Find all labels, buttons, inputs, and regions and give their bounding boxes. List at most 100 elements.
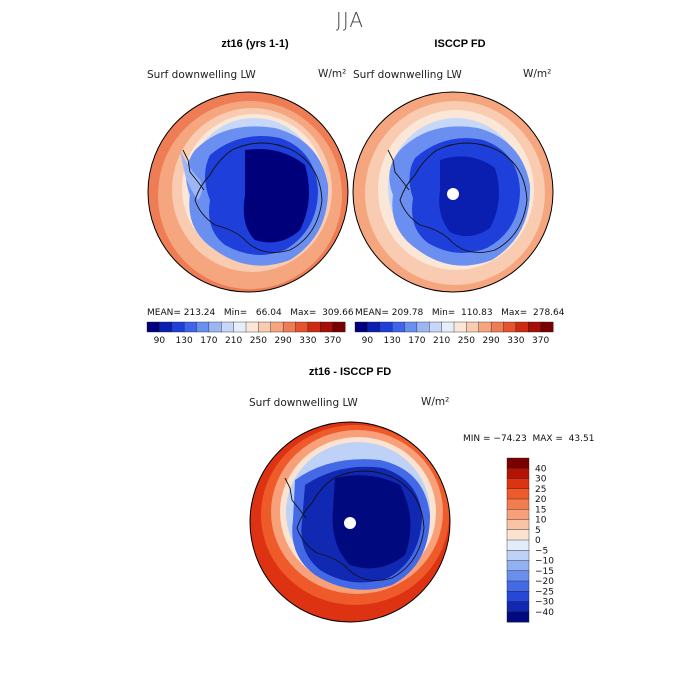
colorbar-diff-tick: −5 — [535, 546, 548, 556]
colorbar-obs-swatch — [429, 321, 443, 333]
colorbar-model-swatch — [146, 321, 160, 333]
colorbar-obs-swatch — [391, 321, 406, 333]
colorbar-obs-tick: 370 — [532, 336, 549, 346]
colorbar-diff-swatch — [506, 550, 530, 562]
colorbar-diff-tick: −15 — [535, 567, 554, 577]
colorbar-diff-tick: 30 — [535, 475, 547, 485]
colorbar-diff-tick: −10 — [535, 557, 554, 567]
colorbar-obs-tick: 130 — [384, 336, 401, 346]
map-diff — [249, 421, 451, 623]
colorbar-model-swatch — [270, 321, 284, 333]
variable-label-diff: Surf downwelling LW — [249, 397, 358, 409]
colorbar-model-swatch — [233, 321, 247, 333]
colorbar-diff-tick: 15 — [535, 505, 546, 515]
colorbar-diff-swatch — [506, 601, 530, 613]
colorbar-model-swatch — [307, 321, 321, 333]
colorbar-obs-swatch — [515, 321, 529, 333]
colorbar-diff-tick: −20 — [535, 577, 554, 587]
panel-title-obs: ISCCP FD — [434, 38, 486, 50]
variable-label-model: Surf downwelling LW — [147, 69, 256, 81]
stats-diff: MIN = −74.23 MAX = 43.51 — [463, 434, 595, 444]
colorbar-diff-tick: 0 — [535, 536, 541, 546]
colorbar-model-swatch — [245, 321, 259, 333]
colorbar-obs-swatch — [367, 321, 381, 333]
colorbar-model-swatch — [295, 321, 309, 333]
colorbar-model-swatch — [171, 321, 185, 333]
variable-label-obs: Surf downwelling LW — [353, 69, 462, 81]
colorbar-obs-swatch — [379, 321, 393, 333]
colorbar-diff-swatch — [506, 539, 530, 551]
colorbar-obs-tick: 330 — [507, 336, 524, 346]
colorbar-diff-swatch — [506, 560, 530, 572]
colorbar-diff-swatch — [506, 611, 530, 623]
map-obs — [352, 91, 554, 293]
colorbar-obs-tick: 290 — [483, 336, 500, 346]
colorbar-model-tick: 330 — [299, 336, 316, 346]
colorbar-diff-swatch — [506, 468, 530, 480]
colorbar-model-swatch — [320, 321, 334, 333]
units-label-obs: W/m² — [523, 68, 552, 80]
colorbar-model-swatch — [196, 321, 210, 333]
colorbar-diff-tick: −25 — [535, 587, 554, 597]
colorbar-model-swatch — [332, 321, 346, 333]
colorbar-diff-swatch — [506, 519, 530, 531]
colorbar-model-swatch — [258, 321, 272, 333]
colorbar-diff-swatch — [506, 580, 530, 592]
colorbar-obs-tick: 210 — [433, 336, 450, 346]
colorbar-obs-swatch — [441, 321, 455, 333]
colorbar-diff-tick: 5 — [535, 526, 541, 536]
colorbar-model-swatch — [282, 321, 297, 333]
colorbar-diff-swatch — [506, 591, 530, 603]
figure-title: JJA — [335, 8, 365, 32]
units-label-diff: W/m² — [421, 396, 450, 408]
colorbar-obs-swatch — [453, 321, 467, 333]
colorbar-obs-swatch — [354, 321, 368, 333]
colorbar-diff-tick: −30 — [535, 598, 554, 608]
colorbar-diff-tick: 10 — [535, 516, 547, 526]
colorbar-obs: 90 130 170 210 250 290 330 370 — [354, 321, 554, 346]
colorbar-obs-swatch — [490, 321, 505, 333]
colorbar-diff-swatch — [506, 457, 530, 469]
colorbar-diff-swatch — [506, 509, 530, 521]
colorbar-diff-swatch — [506, 488, 530, 500]
colorbar-obs-swatch — [466, 321, 480, 333]
pole-mask-diff — [344, 517, 356, 529]
colorbar-diff-swatch — [506, 478, 530, 490]
panel-title-model: zt16 (yrs 1-1) — [221, 38, 289, 50]
colorbar-model-swatch — [183, 321, 198, 333]
colorbar-diff-tick: 20 — [535, 495, 547, 505]
colorbar-obs-swatch — [528, 321, 542, 333]
colorbar-model-swatch — [159, 321, 173, 333]
stats-obs: MEAN= 209.78 Min= 110.83 Max= 278.64 — [355, 308, 565, 318]
colorbar-obs-swatch — [416, 321, 430, 333]
colorbar-obs-tick: 250 — [458, 336, 475, 346]
colorbar-obs-swatch — [478, 321, 492, 333]
colorbar-diff-tick: 40 — [535, 464, 547, 474]
colorbar-model-tick: 130 — [176, 336, 193, 346]
colorbar-model-tick: 90 — [154, 336, 166, 346]
colorbar-model-tick: 170 — [200, 336, 217, 346]
colorbar-model-swatch — [208, 321, 222, 333]
colorbar-model: 90 130 170 210 250 290 330 370 — [146, 321, 346, 346]
colorbar-diff-swatch — [506, 529, 530, 541]
pole-mask — [447, 188, 459, 200]
colorbar-model-swatch — [221, 321, 235, 333]
map-model — [147, 91, 349, 293]
stats-model: MEAN= 213.24 Min= 66.04 Max= 309.66 — [147, 308, 354, 318]
colorbar-diff-swatch — [506, 570, 530, 582]
colorbar-obs-tick: 90 — [362, 336, 374, 346]
colorbar-diff-tick: 25 — [535, 485, 546, 495]
colorbar-diff-swatch — [506, 498, 530, 510]
panel-title-diff: zt16 - ISCCP FD — [308, 366, 392, 378]
colorbar-obs-tick: 170 — [408, 336, 425, 346]
colorbar-model-tick: 290 — [275, 336, 292, 346]
colorbar-obs-swatch — [503, 321, 517, 333]
colorbar-model-tick: 370 — [324, 336, 341, 346]
colorbar-model-tick: 210 — [225, 336, 242, 346]
colorbar-obs-swatch — [540, 321, 554, 333]
colorbar-model-tick: 250 — [250, 336, 267, 346]
units-label-model: W/m² — [318, 68, 347, 80]
colorbar-diff-tick: −40 — [535, 608, 554, 618]
